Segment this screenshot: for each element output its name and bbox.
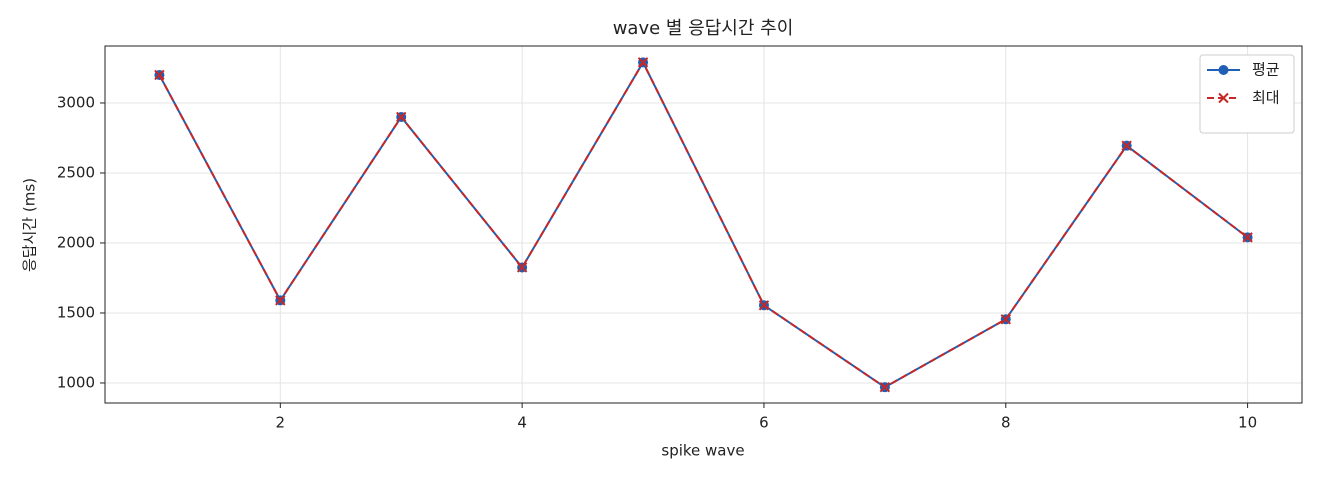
point	[396, 111, 407, 123]
point	[1121, 140, 1132, 151]
point	[758, 300, 770, 311]
y-tick-label: 1000	[57, 373, 95, 391]
point	[1000, 314, 1011, 325]
x-tick-label: 10	[1238, 414, 1257, 432]
point	[154, 69, 165, 81]
chart-title: wave 별 응답시간 추이	[613, 18, 794, 39]
y-tick-label: 3000	[57, 93, 95, 111]
x-tick-label: 6	[759, 414, 769, 432]
point	[516, 262, 528, 273]
y-tick-label: 1500	[57, 303, 95, 321]
series-line	[158, 60, 1249, 389]
point	[879, 381, 891, 393]
series-line	[158, 60, 1249, 389]
point	[637, 57, 649, 68]
x-axis-label: spike wave	[661, 442, 744, 460]
y-tick-label: 2000	[57, 233, 95, 251]
y-axis-label: 응답시간 (ms)	[21, 178, 39, 272]
legend-box	[1199, 54, 1295, 134]
legend-marker	[1218, 92, 1229, 104]
x-tick-label: 2	[276, 414, 286, 432]
point	[1242, 232, 1253, 243]
y-tick-label: 2500	[57, 163, 95, 181]
x-tick-label: 8	[1001, 414, 1011, 432]
legend-label: 평균	[1252, 61, 1280, 79]
plot-frame	[104, 45, 1303, 404]
legend-marker	[1218, 65, 1229, 75]
x-tick-label: 4	[517, 414, 527, 432]
legend-label: 최대	[1252, 89, 1280, 107]
point	[275, 295, 286, 306]
